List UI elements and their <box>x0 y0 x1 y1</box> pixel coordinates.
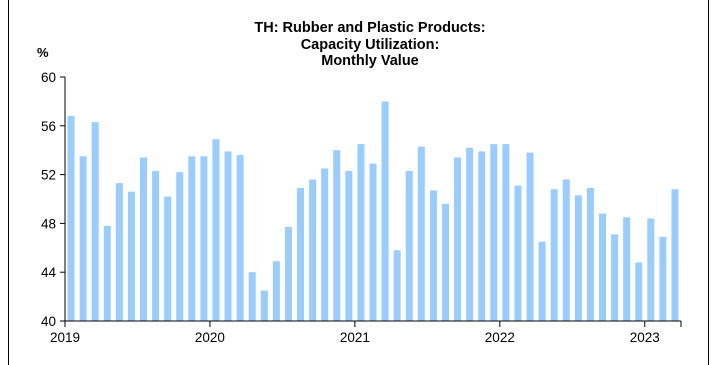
bar <box>611 234 619 321</box>
bar <box>417 146 425 321</box>
bar <box>598 213 606 321</box>
x-tick-label: 2021 <box>340 330 370 345</box>
y-tick-label: 44 <box>41 265 57 280</box>
bar <box>635 262 643 321</box>
bar <box>272 261 280 321</box>
bar <box>502 144 510 321</box>
x-tick-label: 2020 <box>195 330 225 345</box>
y-tick-label: 52 <box>41 168 56 183</box>
bar <box>248 272 256 321</box>
bar <box>490 144 498 321</box>
bar <box>212 139 220 321</box>
bar <box>140 157 148 321</box>
bar <box>357 144 365 321</box>
bar <box>659 236 667 321</box>
y-tick-label: 48 <box>41 216 56 231</box>
chart-title-line-1: TH: Rubber and Plastic Products: <box>254 20 486 36</box>
bar <box>526 152 534 321</box>
bar <box>466 147 474 321</box>
bar <box>152 170 160 321</box>
bar <box>164 196 172 321</box>
bar <box>224 151 232 321</box>
frame-left-border <box>8 0 9 365</box>
bar <box>478 151 486 321</box>
bar <box>333 150 341 321</box>
chart-title-line-2: Capacity Utilization: <box>300 36 440 53</box>
bar <box>671 189 679 321</box>
bar <box>441 203 449 321</box>
y-tick-label: 40 <box>41 314 56 329</box>
x-tick-label: 2023 <box>630 330 660 345</box>
bar <box>321 168 329 321</box>
x-tick-label: 2022 <box>485 330 515 345</box>
bar <box>345 170 353 321</box>
bar <box>115 183 123 321</box>
bar <box>176 172 184 321</box>
bar <box>550 189 558 321</box>
bar <box>405 170 413 321</box>
y-tick-label: 56 <box>41 119 56 134</box>
bar <box>188 156 196 321</box>
chart-title-line-3: Monthly Value <box>321 53 419 69</box>
y-tick-label: 60 <box>41 70 56 85</box>
bar <box>297 188 305 321</box>
chart-title: TH: Rubber and Plastic Products: Capacit… <box>120 20 620 70</box>
bar <box>309 179 317 321</box>
bar <box>200 156 208 321</box>
bar <box>623 217 631 321</box>
bar <box>586 188 594 321</box>
bar <box>260 290 268 321</box>
bar <box>574 195 582 321</box>
bar <box>454 157 462 321</box>
bar <box>514 185 522 321</box>
bar <box>67 116 75 321</box>
y-axis-unit-label: % <box>37 45 49 60</box>
bar <box>79 156 87 321</box>
bar <box>647 218 655 321</box>
bar <box>284 227 292 321</box>
bar <box>236 155 244 321</box>
x-tick-label: 2019 <box>50 330 80 345</box>
bar <box>127 191 135 321</box>
bar <box>429 190 437 321</box>
bar <box>91 122 99 321</box>
bar <box>562 179 570 321</box>
bar <box>381 101 389 322</box>
bar <box>369 163 377 321</box>
bar <box>103 225 111 321</box>
bar <box>538 241 546 321</box>
frame-right-border <box>708 0 709 365</box>
bar <box>393 250 401 321</box>
